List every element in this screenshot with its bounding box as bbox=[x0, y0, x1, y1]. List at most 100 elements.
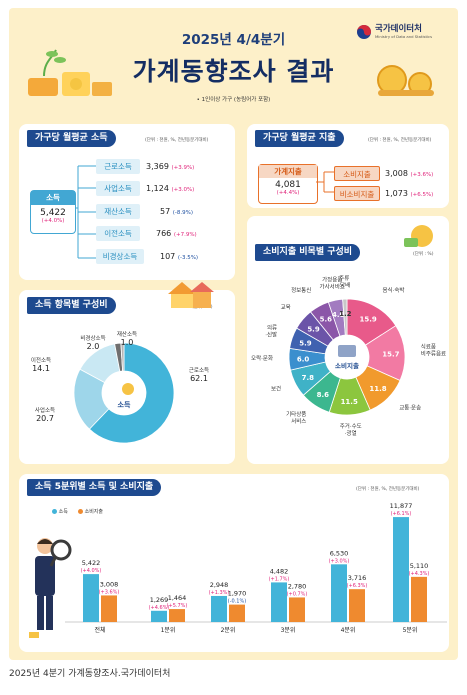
quintile-unit: (단위 : 천원, %, 전년동분기대비) bbox=[356, 487, 420, 492]
bar-value-label: 2,948 bbox=[210, 581, 229, 589]
consumption-pie-label: 식료품 bbox=[421, 342, 436, 350]
consumption-pie-label: 주류 bbox=[339, 275, 349, 282]
bar-pct-label: (+5.7%) bbox=[167, 603, 188, 609]
income-item-number: 3,369 bbox=[146, 162, 169, 171]
bar-pct-label: (+1.7%) bbox=[269, 576, 290, 582]
income-item-number: 766 bbox=[156, 229, 172, 238]
consumption-pie-label: 가사서비스 bbox=[320, 282, 345, 290]
bar-value-label: 1,464 bbox=[168, 594, 187, 602]
income-bar bbox=[271, 582, 287, 622]
income-unit: (단위 : 천원, %, 전년동분기대비) bbox=[145, 138, 209, 143]
income-item-label: 사업소득 bbox=[96, 181, 140, 196]
bar-pct-label: (+4.3%) bbox=[409, 571, 430, 577]
consumption-pie-label: 보건 bbox=[271, 386, 281, 393]
person-with-magnifier-illustration bbox=[29, 538, 72, 638]
consumption-pie-value: 15.9 bbox=[359, 315, 376, 323]
consumption-pie-value: 5.9 bbox=[299, 340, 312, 348]
income-item-pct: (+3.9%) bbox=[171, 165, 195, 171]
income-pie-title: 소득 항목별 구성비 bbox=[27, 297, 116, 314]
income-pie-value: 2.0 bbox=[87, 342, 100, 351]
agency-logo: 국가데이터처 Ministry of Data and Statistics bbox=[356, 22, 456, 44]
income-item-number: 107 bbox=[160, 252, 176, 261]
consumption-pie-slice bbox=[342, 298, 348, 336]
consumption-pie-label: ·신발 bbox=[265, 331, 277, 339]
expense-unit: (단위 : 천원, %, 전년동분기대비) bbox=[368, 138, 432, 143]
x-tick-label: 1분위 bbox=[161, 626, 176, 634]
income-item-number: 1,124 bbox=[146, 184, 169, 193]
consumption-pie-value: 1.2 bbox=[339, 310, 352, 318]
bar-pct-label: (+3.6%) bbox=[99, 589, 120, 595]
x-tick-label: 4분위 bbox=[341, 626, 356, 634]
coin-icon bbox=[122, 383, 134, 395]
legend-income: 소득 bbox=[52, 508, 68, 515]
income-item-pct: (-8.9%) bbox=[172, 210, 193, 216]
shopping-cart-icon bbox=[338, 345, 356, 357]
expense-item-pct: (+3.6%) bbox=[410, 172, 434, 178]
bar-pct-label: (+4.6%) bbox=[149, 605, 170, 611]
bar-pct-label: (+6.3%) bbox=[347, 583, 368, 589]
expense-total-box: 가계지출 4,081 (+4.4%) bbox=[258, 164, 318, 204]
page-title: 가계동향조사 결과 bbox=[132, 57, 335, 86]
expense-item-pct: (+6.5%) bbox=[410, 192, 434, 198]
income-item-pct: (+7.9%) bbox=[173, 232, 197, 238]
expense-total-pct: (+4.4%) bbox=[276, 190, 300, 196]
legend-income-label: 소득 bbox=[58, 509, 68, 515]
x-tick-label: 3분위 bbox=[281, 626, 296, 634]
quintile-section-title: 소득 5분위별 소득 및 소비지출 bbox=[27, 479, 162, 496]
income-pie-value: 20.7 bbox=[36, 414, 54, 423]
house-illustration bbox=[168, 282, 214, 308]
footer-source: 2025년 4분기 가계동향조사.국가데이터처 bbox=[9, 669, 171, 679]
logo-subtext: Ministry of Data and Statistics bbox=[375, 34, 433, 39]
expense-bar bbox=[229, 604, 245, 622]
income-total-pct: (+4.0%) bbox=[41, 218, 65, 224]
coins-illustration bbox=[377, 65, 434, 96]
x-tick-label: 5분위 bbox=[403, 626, 418, 634]
consumption-pie-label: 서비스 bbox=[291, 417, 306, 425]
income-pie-value: 14.1 bbox=[32, 364, 50, 373]
expense-bar bbox=[349, 589, 365, 622]
legend-income-swatch bbox=[52, 509, 57, 514]
money-bag-icon bbox=[404, 225, 433, 247]
consumption-pie-value: 11.5 bbox=[341, 398, 358, 406]
money-growth-illustration bbox=[28, 49, 112, 96]
expense-item-value: 1,073 (+6.5%) bbox=[385, 189, 433, 198]
bar-pct-label: (+0.7%) bbox=[287, 591, 308, 597]
bar-value-label: 3,008 bbox=[100, 580, 119, 588]
expense-bar bbox=[411, 576, 427, 622]
bar-value-label: 1,970 bbox=[228, 590, 247, 598]
bar-value-label: 1,269 bbox=[150, 596, 169, 604]
consumption-pie-label: 주거·수도 bbox=[340, 422, 362, 430]
quintile-panel bbox=[19, 474, 449, 652]
income-pie-label: 재산소득 bbox=[117, 330, 137, 338]
income-pie-slice bbox=[120, 342, 125, 372]
bar-value-label: 6,530 bbox=[330, 549, 349, 557]
bar-value-label: 2,780 bbox=[288, 582, 307, 590]
income-total-label: 소득 bbox=[31, 191, 75, 205]
income-item-pct: (+3.0%) bbox=[171, 187, 195, 193]
income-item-label: 재산소득 bbox=[96, 204, 140, 219]
header-subtitle: 2025년 4/4분기 bbox=[181, 32, 286, 48]
consumption-pie-label: 기타상품 bbox=[286, 410, 306, 418]
income-pie-label: 근로소득 bbox=[189, 367, 209, 374]
expense-connector-lines bbox=[316, 171, 334, 193]
income-item-label: 이전소득 bbox=[96, 226, 140, 241]
consumption-pie-value: 8.6 bbox=[317, 391, 330, 399]
x-tick-label: 2분위 bbox=[221, 626, 236, 634]
consumption-pie-label: 교통·운송 bbox=[399, 403, 421, 411]
bar-value-label: 5,110 bbox=[410, 562, 429, 570]
income-item-value: 766 (+7.9%) bbox=[156, 229, 197, 238]
expense-bar bbox=[169, 609, 185, 622]
bar-pct-label: (+4.0%) bbox=[81, 568, 102, 574]
expense-section-title: 가구당 월평균 지출 bbox=[255, 130, 344, 147]
income-bar bbox=[151, 610, 167, 622]
quintile-bar-chart: 5,422(+4.0%) 3,008(+3.6%) 전체 1,269(+4.6%) 1,… bbox=[65, 502, 447, 634]
consumption-pie-label: 의류 bbox=[267, 325, 277, 332]
consumption-pie-value: 4.0 bbox=[332, 311, 345, 319]
consumption-pie-title: 소비지출 비목별 구성비 bbox=[255, 244, 361, 261]
expense-total-label: 가계지출 bbox=[259, 165, 317, 178]
income-pie-value: 1.0 bbox=[121, 338, 134, 347]
bar-value-label: 4,482 bbox=[270, 567, 289, 575]
bar-value-label: 3,716 bbox=[348, 574, 367, 582]
consumption-pie-value: 6.0 bbox=[297, 356, 310, 364]
